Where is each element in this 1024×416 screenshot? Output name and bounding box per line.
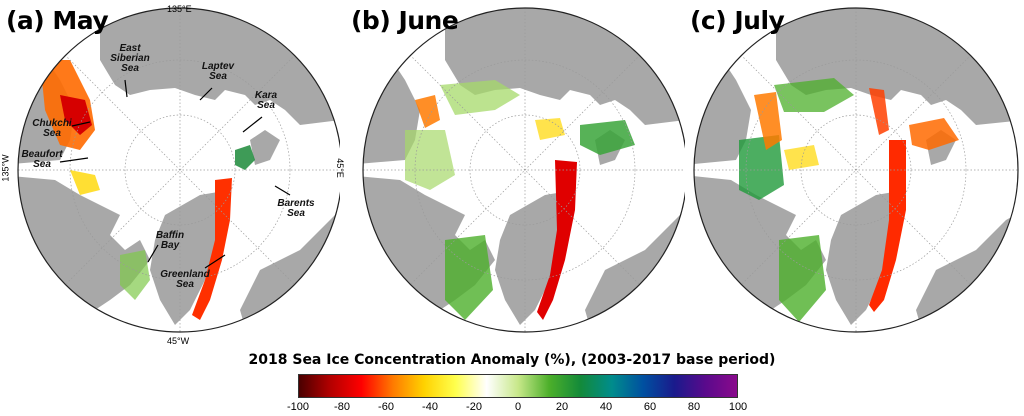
colorbar-tick-label: -40 [422,401,438,413]
sea-label-baffin: Baffin Bay [155,230,185,251]
map-outline [693,7,1019,333]
land-novaya-zemlya [250,130,280,165]
lon-label-left: 135°W [0,154,11,182]
colorbar-tick-label: -100 [286,401,310,413]
panel-title: (b) June [351,6,459,35]
legend-title: 2018 Sea Ice Concentration Anomaly (%), … [248,352,776,368]
lon-label-top: 135°E [167,4,192,14]
anomaly-greenland-sea [537,160,577,320]
anomaly-barents [235,145,255,170]
panel-may: (a) May 135°E 135°W 45°E 45°W East Siber… [0,0,345,346]
colorbar-tick-label: 60 [643,401,657,413]
anomaly-yellow [784,145,819,170]
graticule [363,8,685,332]
graticule [694,8,1018,332]
panel-title: (c) July [690,6,785,35]
polar-map-june [362,7,685,333]
land-greenland [495,190,575,325]
anomaly-greenland-sea [192,178,232,320]
polar-map-july [693,7,1019,333]
colorbar-tick-label: -60 [378,401,394,413]
anomaly-beaufort [739,135,784,200]
polar-map-may [17,7,340,333]
lon-label-bottom: 45°W [167,336,190,346]
anomaly-kara [580,120,635,155]
anomaly-east-siberian [774,78,854,112]
colorbar-tick-label: 20 [555,401,569,413]
anomaly-greenland-sea [869,140,906,312]
anomaly-yellow [70,170,100,195]
colorbar-tick-label: 0 [514,401,522,413]
anomaly-chukchi [415,95,440,128]
sea-label-kara: Kara Sea [254,90,278,111]
anomaly-chukchi-core [60,95,92,135]
colorbar-tick-label: -20 [466,401,482,413]
anomaly-beaufort [405,130,455,190]
map-outline [17,7,340,333]
anomaly-kara [909,118,959,150]
annotation-arrows [59,79,291,269]
panel-title: (a) May [6,6,109,35]
lon-label-right: 45°E [334,158,345,178]
sea-label-east-siberian: East Siberian Sea [110,43,150,74]
sea-label-laptev: Laptev Sea [201,61,235,82]
colorbar-tick-label: 40 [599,401,613,413]
panel-june: (b) June [345,0,685,345]
colorbar-tick-label: 80 [687,401,701,413]
graticule [18,8,340,332]
anomaly-chukchi [754,92,782,150]
anomaly-east-siberian [440,80,520,115]
sea-label-beaufort: Beaufort Sea [21,149,63,170]
anomaly-canada [779,235,826,322]
colorbar-tick-label: 100 [728,401,748,413]
land-greenland [826,190,906,325]
map-outline [362,7,685,333]
sea-label-chukchi: Chukchi Sea [32,118,72,139]
anomaly-laptev [869,88,889,135]
anomaly-baffin [120,250,150,300]
sea-label-barents: Barents Sea [277,198,315,219]
panel-july: (c) July [684,0,1024,345]
colorbar-tick-label: -80 [334,401,350,413]
colorbar [298,374,738,398]
land-greenland [150,190,230,325]
anomaly-yellow [535,118,565,140]
sea-label-greenland: Greenland Sea [160,269,210,290]
